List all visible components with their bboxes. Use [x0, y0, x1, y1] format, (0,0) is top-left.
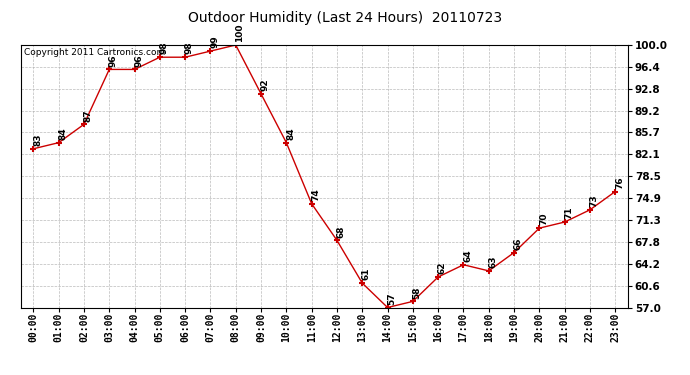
Text: 71: 71 — [564, 207, 573, 219]
Text: 57: 57 — [387, 292, 396, 305]
Text: 74: 74 — [311, 188, 320, 201]
Text: 61: 61 — [362, 268, 371, 280]
Text: 70: 70 — [539, 213, 548, 225]
Text: 62: 62 — [438, 262, 447, 274]
Text: 84: 84 — [286, 127, 295, 140]
Text: 92: 92 — [261, 78, 270, 91]
Text: 98: 98 — [159, 42, 168, 54]
Text: 96: 96 — [135, 54, 144, 67]
Text: 76: 76 — [615, 176, 624, 189]
Text: 66: 66 — [514, 237, 523, 250]
Text: 84: 84 — [59, 127, 68, 140]
Text: Outdoor Humidity (Last 24 Hours)  20110723: Outdoor Humidity (Last 24 Hours) 2011072… — [188, 11, 502, 25]
Text: 99: 99 — [210, 36, 219, 48]
Text: 63: 63 — [489, 256, 497, 268]
Text: 87: 87 — [83, 109, 92, 122]
Text: 73: 73 — [590, 194, 599, 207]
Text: 64: 64 — [463, 249, 472, 262]
Text: 68: 68 — [337, 225, 346, 238]
Text: 100: 100 — [235, 24, 244, 42]
Text: Copyright 2011 Cartronics.com: Copyright 2011 Cartronics.com — [23, 48, 165, 57]
Text: 83: 83 — [33, 134, 42, 146]
Text: 96: 96 — [109, 54, 118, 67]
Text: 98: 98 — [185, 42, 194, 54]
Text: 58: 58 — [413, 286, 422, 298]
